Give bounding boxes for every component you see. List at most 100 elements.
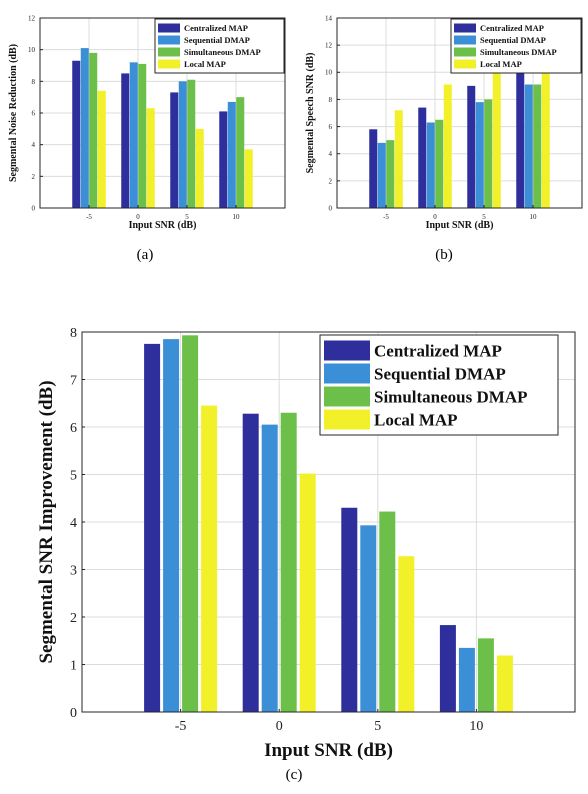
x-tick-label: 5 (185, 213, 189, 221)
x-tick-label: -5 (175, 719, 187, 734)
bar (524, 84, 533, 208)
chart-panel-c: 0 1 2 3 4 5 6 7 8 -5 0 5 10 Input SNR (dB) Segmental S… (0, 315, 588, 794)
y-tick-label: 7 (70, 373, 77, 388)
y-tick-label: 0 (329, 204, 333, 212)
legend-swatch (158, 47, 180, 57)
bar (435, 119, 444, 208)
legend-swatch (454, 35, 476, 45)
bar (201, 405, 218, 712)
x-tick-label: 5 (482, 213, 486, 221)
x-tick-label: 5 (374, 719, 381, 734)
legend-swatch (158, 23, 180, 33)
y-axis-label: Segmental Speech SNR (dB) (305, 53, 316, 174)
bar (341, 507, 358, 712)
legend-label: Simultaneous DMAP (374, 387, 527, 406)
legend-label: Simultaneous DMAP (480, 47, 557, 57)
y-tick-label: 8 (32, 78, 36, 86)
bar (360, 525, 377, 712)
x-tick-label: 0 (136, 213, 140, 221)
y-axis-label: Segmental Noise Reduction (dB) (8, 44, 19, 182)
y-tick-label: 4 (32, 141, 36, 149)
legend-label: Local MAP (374, 410, 458, 429)
x-axis-label: Input SNR (dB) (426, 220, 494, 231)
chart-c-caption: (c) (285, 767, 303, 783)
legend-label: Local MAP (480, 59, 522, 69)
bar (398, 556, 415, 712)
bar (496, 655, 513, 712)
legend: Centralized MAP Sequential DMAP Simultaneo… (319, 334, 559, 436)
bar (80, 48, 89, 209)
bar (484, 99, 493, 208)
y-axis-label: Segmental SNR Improvement (dB) (36, 380, 57, 663)
bar (129, 62, 138, 209)
chart-b-caption: (b) (435, 247, 453, 263)
y-tick-label: 6 (70, 421, 77, 436)
bar (72, 60, 81, 208)
y-tick-label: 4 (70, 516, 77, 531)
y-tick-label: 0 (70, 706, 77, 721)
bar (219, 111, 228, 208)
legend-label: Centralized MAP (184, 23, 248, 33)
legend-label: Local MAP (184, 59, 226, 69)
bar (516, 69, 525, 208)
bar (533, 84, 542, 208)
legend-label: Centralized MAP (374, 341, 502, 360)
x-tick-label: -5 (383, 213, 389, 221)
y-tick-label: 2 (32, 173, 36, 181)
y-tick-label: 8 (329, 96, 333, 104)
bar (280, 412, 297, 712)
bar (195, 128, 204, 208)
bar (97, 90, 106, 208)
y-tick-label: 0 (32, 204, 36, 212)
bar (227, 101, 236, 208)
legend-swatch (454, 47, 476, 57)
legend-label: Sequential DMAP (374, 364, 506, 383)
bar (187, 79, 196, 208)
legend-label: Simultaneous DMAP (184, 47, 261, 57)
bar (144, 343, 161, 712)
chart-b-svg: 0 2 4 6 8 10 12 14 -5 0 5 10 Input SNR (dB) Segmental… (305, 14, 583, 231)
y-tick-label: 2 (70, 611, 77, 626)
bar (89, 52, 98, 209)
x-axis-label: Input SNR (dB) (129, 220, 197, 231)
y-tick-label: 2 (329, 177, 333, 185)
y-tick-label: 3 (70, 563, 77, 578)
bar (426, 122, 435, 208)
chart-a-svg: 0 2 4 6 8 10 12 -5 0 5 10 Input SNR (dB) Segmental N… (8, 14, 286, 231)
bar (377, 142, 386, 208)
x-axis-label: Input SNR (dB) (264, 740, 393, 761)
chart-panel-a: 0 2 4 6 8 10 12 -5 0 5 10 Input SNR (dB) Segmental N… (0, 0, 290, 263)
legend: Centralized MAP Sequential DMAP Simultaneo… (450, 18, 582, 74)
bar (492, 58, 501, 208)
legend-swatch (158, 35, 180, 45)
y-tick-label: 12 (28, 14, 36, 22)
bar (163, 339, 180, 712)
chart-a-caption: (a) (136, 247, 154, 263)
bar (458, 647, 475, 712)
y-tick-label: 4 (329, 150, 333, 158)
bar (443, 84, 452, 208)
legend-label: Sequential DMAP (184, 35, 250, 45)
legend-swatch (454, 23, 476, 33)
bar (170, 92, 179, 208)
y-tick-label: 6 (32, 109, 36, 117)
y-tick-label: 8 (70, 326, 77, 341)
legend-swatch (324, 340, 370, 361)
chart-c-svg: 0 1 2 3 4 5 6 7 8 -5 0 5 10 Input SNR (dB) Segmental S… (36, 326, 576, 761)
x-tick-label: 10 (469, 719, 483, 734)
bar (418, 107, 427, 208)
bar (146, 108, 155, 208)
legend-swatch (454, 59, 476, 69)
bar (439, 625, 456, 712)
bar (369, 129, 378, 208)
legend-swatch (158, 59, 180, 69)
y-tick-label: 12 (325, 42, 333, 50)
legend-swatch (324, 409, 370, 430)
bar (379, 511, 396, 712)
x-tick-label: 0 (276, 719, 283, 734)
y-tick-label: 5 (70, 468, 77, 483)
bar (477, 638, 494, 712)
bar (138, 63, 147, 208)
bar (261, 424, 278, 712)
bar (242, 413, 259, 712)
